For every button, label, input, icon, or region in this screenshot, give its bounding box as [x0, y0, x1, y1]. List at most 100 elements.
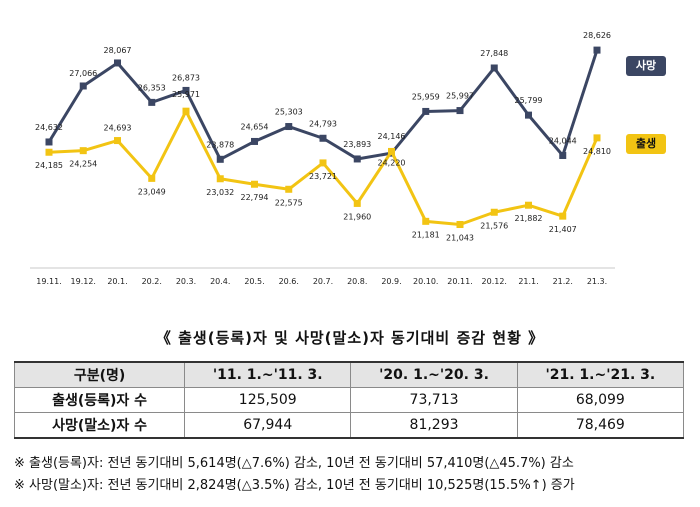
data-point-birth: [490, 208, 498, 216]
data-point-death: [251, 137, 258, 145]
data-point-death: [79, 82, 87, 90]
row-label-birth: 출생(등록)자 수: [13, 387, 186, 413]
data-label-birth: 24,254: [69, 160, 97, 169]
x-tick-label: 19.12.: [71, 277, 96, 286]
cell-birth-2021: 68,099: [516, 387, 685, 413]
comparison-table: 구분(명) '11. 1.~'11. 3. '20. 1.~'20. 3. '2…: [13, 361, 685, 439]
data-point-birth: [182, 107, 190, 115]
data-label-death: 27,848: [480, 49, 508, 58]
data-label-birth: 23,049: [138, 187, 166, 196]
data-point-death: [114, 59, 121, 67]
x-tick-label: 20.10.: [413, 277, 438, 286]
data-label-birth: 23,032: [206, 188, 234, 197]
table-row-birth: 출생(등록)자 수 125,509 73,713 68,099: [13, 387, 685, 413]
data-point-birth: [422, 217, 430, 225]
data-label-death: 24,146: [378, 132, 406, 141]
note-birth: ※ 출생(등록)자: 전년 동기대비 5,614명(△7.6%) 감소, 10년…: [14, 456, 574, 471]
cell-birth-2020: 73,713: [350, 387, 518, 413]
x-tick-label: 20.11.: [447, 277, 472, 286]
x-tick-label: 20.7.: [313, 277, 333, 286]
header-category: 구분(명): [13, 361, 186, 388]
data-point-birth: [285, 185, 293, 193]
x-tick-label: 21.1.: [518, 277, 538, 286]
cell-death-2011: 67,944: [184, 412, 352, 439]
data-point-birth: [45, 148, 53, 156]
data-point-birth: [148, 174, 156, 182]
data-label-death: 28,626: [583, 31, 611, 40]
data-label-birth: 25,971: [172, 90, 200, 99]
data-point-death: [559, 151, 567, 159]
data-label-birth: 22,794: [241, 193, 269, 202]
x-tick-label: 20.2.: [142, 277, 162, 286]
data-point-birth: [388, 147, 395, 155]
data-label-death: 25,997: [446, 92, 474, 101]
x-tick-label: 21.3.: [587, 277, 607, 286]
data-point-death: [456, 107, 464, 115]
note-death: ※ 사망(말소)자: 전년 동기대비 2,824명(△3.5%) 감소, 10년…: [14, 478, 575, 493]
data-label-death: 24,044: [549, 136, 577, 145]
header-period-2020: '20. 1.~'20. 3.: [350, 361, 518, 388]
data-label-birth: 21,576: [480, 221, 508, 230]
data-label-birth: 21,882: [515, 214, 543, 223]
legend-birth: 출생: [626, 134, 666, 154]
data-label-death: 25,799: [515, 96, 543, 105]
data-label-death: 24,793: [309, 119, 337, 128]
data-point-birth: [456, 221, 464, 229]
cell-death-2021: 78,469: [516, 412, 685, 439]
data-label-death: 27,066: [69, 69, 97, 78]
table-title: 《 출생(등록)자 및 사망(말소)자 동기대비 증감 현황 》: [155, 329, 545, 347]
data-label-death: 28,067: [104, 46, 132, 55]
data-point-birth: [525, 201, 532, 209]
data-label-birth: 21,407: [549, 225, 577, 234]
data-point-birth: [353, 199, 361, 207]
data-point-death: [182, 86, 190, 94]
data-label-death: 23,893: [343, 140, 371, 149]
data-point-death: [353, 155, 361, 163]
data-point-birth: [251, 180, 258, 188]
x-tick-label: 20.1.: [107, 277, 127, 286]
header-period-2021: '21. 1.~'21. 3.: [516, 361, 685, 388]
data-point-death: [593, 46, 601, 54]
data-label-birth: 24,220: [378, 158, 406, 167]
data-point-birth: [559, 212, 567, 220]
cell-death-2020: 81,293: [350, 412, 518, 439]
x-tick-label: 20.6.: [279, 277, 299, 286]
data-point-death: [490, 64, 498, 72]
data-label-death: 24,654: [241, 122, 269, 131]
data-label-birth: 24,810: [583, 147, 611, 156]
header-period-2011: '11. 1.~'11. 3.: [184, 361, 352, 388]
data-point-birth: [593, 134, 601, 142]
data-label-birth: 22,575: [275, 198, 303, 207]
data-label-birth: 21,960: [343, 212, 371, 221]
data-label-death: 24,632: [35, 123, 63, 132]
data-label-death: 23,878: [206, 140, 234, 149]
x-tick-label: 20.9.: [381, 277, 401, 286]
data-label-death: 25,959: [412, 92, 440, 101]
data-label-birth: 24,693: [104, 124, 132, 133]
x-tick-label: 20.3.: [176, 277, 196, 286]
data-label-death: 26,873: [172, 73, 200, 82]
data-point-death: [45, 138, 53, 146]
x-tick-label: 20.4.: [210, 277, 230, 286]
data-point-death: [285, 123, 293, 131]
x-tick-label: 20.5.: [244, 277, 264, 286]
cell-birth-2011: 125,509: [184, 387, 352, 413]
data-point-birth: [216, 175, 224, 183]
data-point-birth: [79, 147, 87, 155]
data-point-death: [216, 155, 224, 163]
table-row-death: 사망(말소)자 수 67,944 81,293 78,469: [13, 412, 685, 439]
line-chart: 19.11. 19.12. 20.1. 20.2. 20.3. 20.4. 20.5. 20.…: [30, 31, 615, 286]
legend-death: 사망: [626, 56, 666, 76]
data-point-birth: [319, 159, 327, 167]
x-tick-label: 21.2.: [553, 277, 573, 286]
x-tick-label: 20.12.: [482, 277, 507, 286]
data-label-death: 25,303: [275, 108, 303, 117]
x-tick-label: 19.11.: [36, 277, 61, 286]
data-point-death: [319, 134, 327, 142]
data-label-birth: 23,721: [309, 172, 337, 181]
data-label-birth: 21,181: [412, 230, 440, 239]
data-label-birth: 21,043: [446, 234, 474, 243]
data-point-birth: [114, 137, 121, 145]
data-point-death: [148, 98, 156, 106]
data-point-death: [525, 111, 532, 119]
